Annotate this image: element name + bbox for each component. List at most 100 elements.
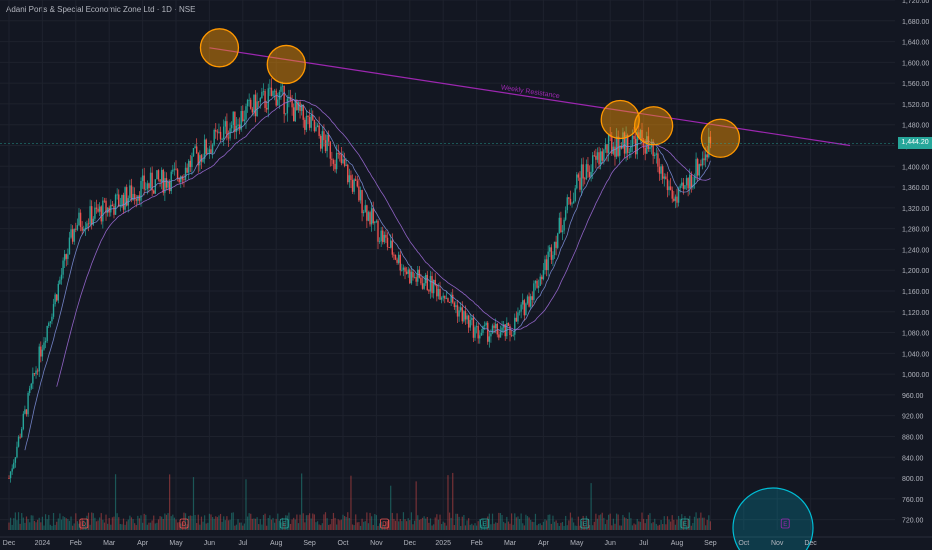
candle-body xyxy=(40,346,42,357)
volume-bar xyxy=(692,522,694,530)
candle-body xyxy=(195,146,198,154)
candle-body xyxy=(634,138,637,155)
volume-bar xyxy=(316,521,319,530)
candle-body xyxy=(595,155,597,160)
candle-body xyxy=(273,90,276,92)
candle-body xyxy=(397,254,400,263)
candle-body xyxy=(125,187,128,206)
volume-bar xyxy=(52,512,55,530)
price-axis[interactable]: 720.00 760.00 800.00 840.00 880.00 920.00 960.… xyxy=(902,0,929,525)
candle-body xyxy=(97,208,99,212)
candle-body xyxy=(92,218,94,225)
volume-bar xyxy=(275,518,277,530)
candle-body xyxy=(569,198,572,205)
volume-bar xyxy=(297,523,300,530)
volume-bar xyxy=(184,513,187,530)
candle-body xyxy=(426,274,428,291)
volume-bar xyxy=(46,519,48,530)
volume-bar xyxy=(38,517,40,530)
volume-bar xyxy=(469,524,471,530)
volume-bar xyxy=(604,524,607,530)
volume-bar xyxy=(553,521,556,530)
candle-body xyxy=(205,139,207,154)
time-axis[interactable]: Dec 2024 Feb Mar Apr May Jun Jul Aug Sep Oct Nov Dec… xyxy=(3,540,818,547)
candle-body xyxy=(52,304,55,317)
volume-bar xyxy=(633,523,635,530)
candlesticks xyxy=(8,78,712,483)
candle-body xyxy=(219,131,222,140)
volume-bar xyxy=(658,524,661,530)
volume-bar xyxy=(169,474,171,530)
candle-body xyxy=(515,317,518,322)
volume-bar xyxy=(565,515,567,530)
volume-bar xyxy=(208,513,210,530)
candle-body xyxy=(665,176,667,180)
volume-bar xyxy=(600,514,602,530)
candle-body xyxy=(95,207,98,209)
candle-body xyxy=(202,159,204,162)
candle-body xyxy=(71,229,74,242)
candle-body xyxy=(261,91,263,99)
candle-body xyxy=(132,193,134,201)
candle-body xyxy=(160,169,163,182)
volume-bar xyxy=(105,514,107,530)
time-tick-label: Apr xyxy=(538,540,550,547)
candle-body xyxy=(343,159,346,166)
candle-body xyxy=(116,194,118,196)
volume-bar xyxy=(186,524,188,530)
candle-body xyxy=(671,189,673,199)
volume-bar xyxy=(663,516,665,530)
volume-bar xyxy=(320,525,322,530)
volume-bar xyxy=(205,523,207,530)
volume-bar xyxy=(170,516,172,530)
volume-bar xyxy=(507,521,510,530)
candle-body xyxy=(383,234,386,243)
volume-bar xyxy=(580,521,583,530)
candle-body xyxy=(272,91,274,97)
volume-bar xyxy=(342,514,344,530)
volume-bar xyxy=(110,524,112,530)
volume-bar xyxy=(612,518,614,530)
candle-body xyxy=(432,279,435,294)
candle-body xyxy=(523,300,526,316)
grid xyxy=(0,0,932,538)
price-tick-label: 1,120.00 xyxy=(902,310,929,317)
candle-body xyxy=(463,311,465,322)
candle-body xyxy=(625,135,627,154)
candle-body xyxy=(404,267,406,272)
candle-body xyxy=(208,149,211,153)
candle-body xyxy=(487,322,489,342)
candle-body xyxy=(122,194,125,210)
volume-bar xyxy=(526,516,529,530)
candle-body xyxy=(297,102,300,111)
volume-bar xyxy=(433,524,435,530)
candle-body xyxy=(348,175,351,183)
candle-body xyxy=(327,134,330,142)
candle-body xyxy=(417,269,419,282)
volume-bar xyxy=(603,517,605,530)
volume-bar xyxy=(701,517,704,530)
volume-bar xyxy=(70,516,72,530)
volume-bar xyxy=(312,513,314,530)
price-tick-label: 840.00 xyxy=(902,455,924,462)
volume-bar xyxy=(542,521,544,530)
candle-body xyxy=(494,323,497,328)
volume-bar xyxy=(116,513,118,530)
candle-body xyxy=(431,276,433,294)
candle-body xyxy=(133,193,136,199)
candle-body xyxy=(466,315,468,320)
candle-body xyxy=(340,154,343,164)
candle-body xyxy=(186,167,188,173)
candle-body xyxy=(324,140,327,152)
candle-body xyxy=(286,98,289,114)
volume-bar xyxy=(673,519,675,530)
candle-body xyxy=(367,212,370,221)
candle-body xyxy=(358,186,360,201)
volume-bar xyxy=(37,519,39,530)
volume-bar xyxy=(363,521,365,530)
candle-body xyxy=(499,331,502,338)
candle-body xyxy=(663,176,665,179)
volume-bar xyxy=(601,512,603,530)
candle-body xyxy=(347,164,349,183)
